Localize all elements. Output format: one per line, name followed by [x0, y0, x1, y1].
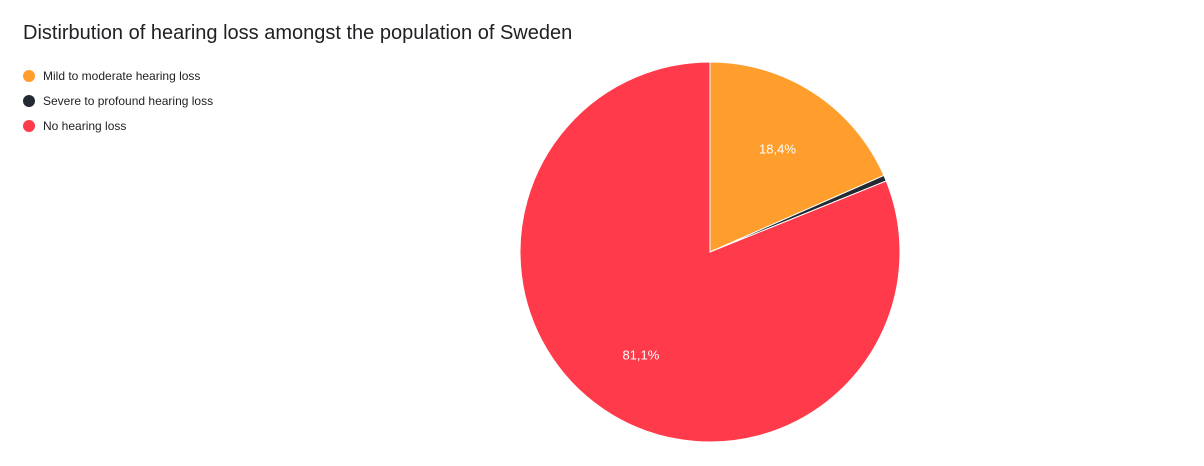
- pie-slice-none[interactable]: [519, 61, 901, 443]
- legend-swatch-severe: [23, 94, 35, 107]
- legend-item-none[interactable]: No hearing loss: [23, 113, 213, 138]
- slice-label-mild: 18,4%: [759, 142, 796, 157]
- legend-swatch-mild: [23, 69, 35, 82]
- legend-item-severe[interactable]: Severe to profound hearing loss: [23, 88, 213, 113]
- chart-title: Distirbution of hearing loss amongst the…: [23, 22, 573, 44]
- legend-item-mild[interactable]: Mild to moderate hearing loss: [23, 63, 213, 88]
- legend-label-severe: Severe to profound hearing loss: [43, 93, 214, 108]
- legend: Mild to moderate hearing loss Severe to …: [23, 63, 213, 138]
- slice-label-none: 81,1%: [622, 347, 659, 362]
- legend-swatch-none: [23, 119, 35, 132]
- pie-slice-mild[interactable]: [709, 61, 885, 253]
- legend-label-mild: Mild to moderate hearing loss: [43, 68, 201, 83]
- legend-label-none: No hearing loss: [43, 118, 127, 133]
